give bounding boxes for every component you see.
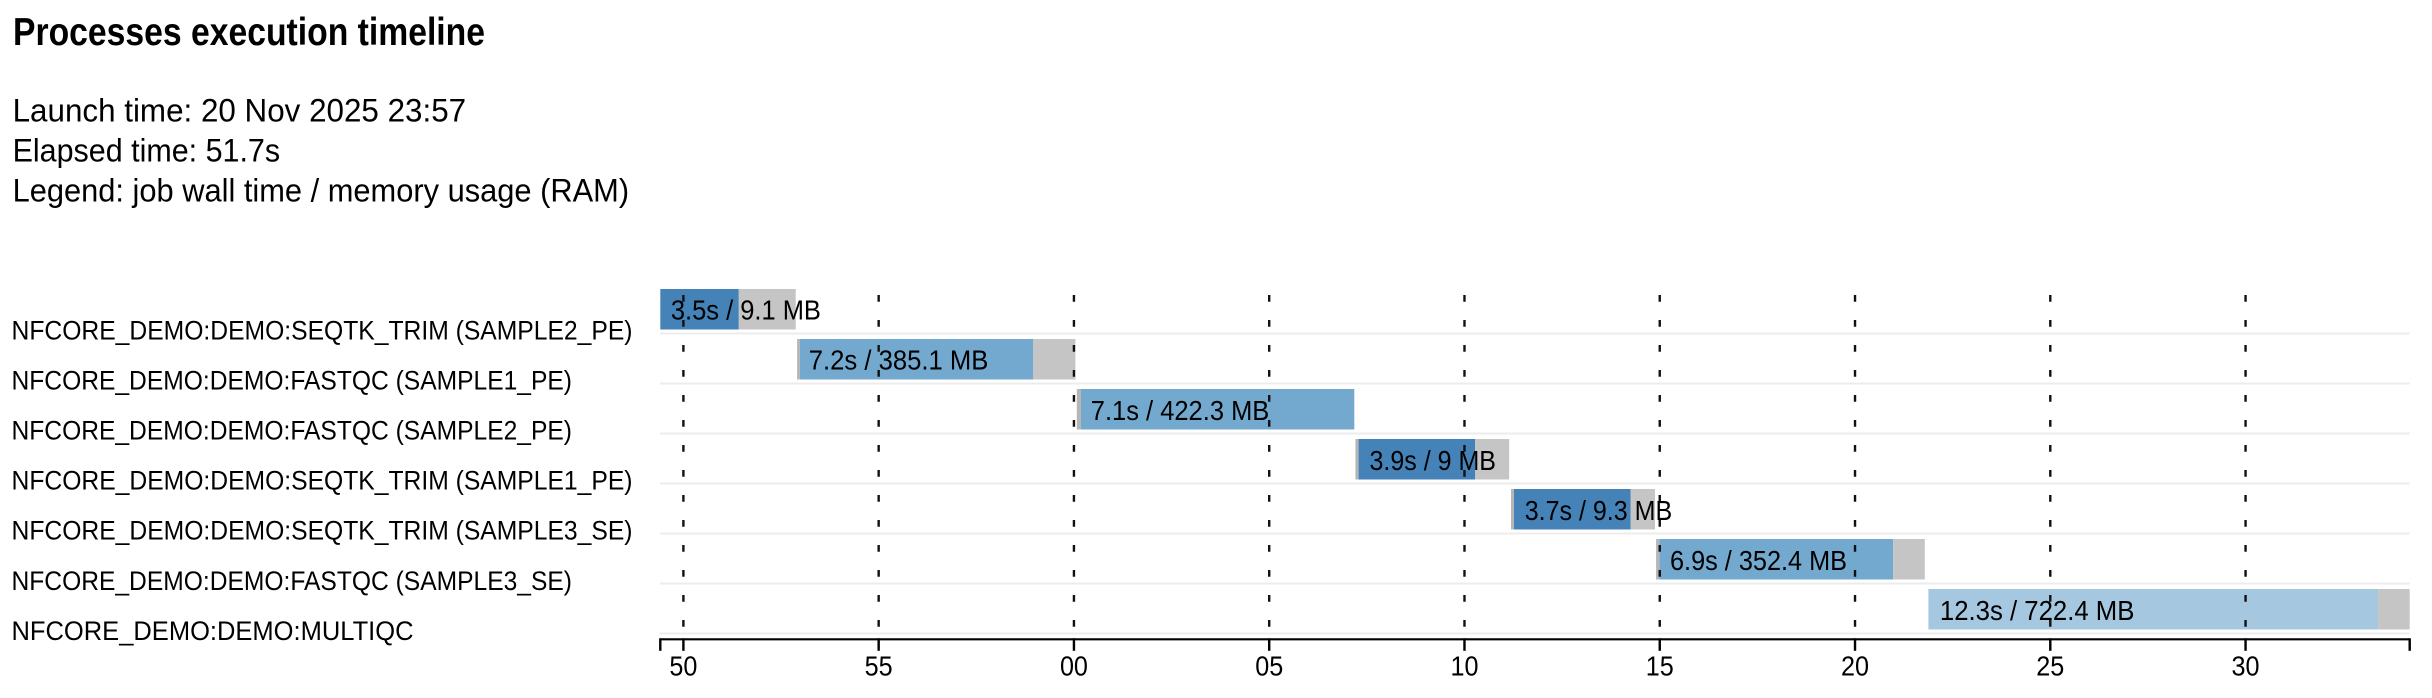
svg-text:3.5s / 9.1 MB: 3.5s / 9.1 MB: [671, 295, 821, 326]
svg-text:25: 25: [2036, 651, 2064, 682]
svg-text:NFCORE_DEMO:DEMO:FASTQC (SAMPL: NFCORE_DEMO:DEMO:FASTQC (SAMPLE2_PE): [12, 416, 573, 446]
svg-text:Elapsed time: 51.7s: Elapsed time: 51.7s: [13, 133, 281, 169]
svg-text:05: 05: [1255, 651, 1283, 682]
svg-text:6.9s / 352.4 MB: 6.9s / 352.4 MB: [1670, 545, 1847, 576]
svg-text:NFCORE_DEMO:DEMO:FASTQC (SAMPL: NFCORE_DEMO:DEMO:FASTQC (SAMPLE1_PE): [12, 365, 573, 395]
svg-text:3.7s / 9.3 MB: 3.7s / 9.3 MB: [1525, 495, 1673, 526]
svg-text:10: 10: [1450, 651, 1478, 682]
svg-text:NFCORE_DEMO:DEMO:SEQTK_TRIM (S: NFCORE_DEMO:DEMO:SEQTK_TRIM (SAMPLE2_PE): [12, 315, 633, 345]
svg-text:NFCORE_DEMO:DEMO:SEQTK_TRIM (S: NFCORE_DEMO:DEMO:SEQTK_TRIM (SAMPLE1_PE): [12, 466, 633, 496]
svg-text:NFCORE_DEMO:DEMO:SEQTK_TRIM (S: NFCORE_DEMO:DEMO:SEQTK_TRIM (SAMPLE3_SE): [12, 516, 633, 546]
svg-text:Processes execution timeline: Processes execution timeline: [13, 11, 485, 54]
svg-text:12.3s / 722.4 MB: 12.3s / 722.4 MB: [1940, 595, 2134, 626]
svg-text:NFCORE_DEMO:DEMO:MULTIQC: NFCORE_DEMO:DEMO:MULTIQC: [12, 616, 414, 646]
svg-text:NFCORE_DEMO:DEMO:FASTQC (SAMPL: NFCORE_DEMO:DEMO:FASTQC (SAMPLE3_SE): [12, 566, 573, 596]
svg-text:20: 20: [1841, 651, 1869, 682]
svg-text:Launch time: 20 Nov 2025 23:57: Launch time: 20 Nov 2025 23:57: [13, 92, 467, 128]
svg-text:3.9s / 9 MB: 3.9s / 9 MB: [1370, 445, 1497, 476]
svg-text:50: 50: [669, 651, 697, 682]
svg-text:55: 55: [865, 651, 893, 682]
svg-text:Legend: job wall time / memory: Legend: job wall time / memory usage (RA…: [13, 173, 630, 209]
svg-text:00: 00: [1060, 651, 1088, 682]
svg-text:15: 15: [1646, 651, 1674, 682]
svg-text:7.2s / 385.1 MB: 7.2s / 385.1 MB: [809, 345, 989, 376]
svg-text:7.1s / 422.3 MB: 7.1s / 422.3 MB: [1091, 395, 1270, 426]
svg-text:30: 30: [2232, 651, 2260, 682]
